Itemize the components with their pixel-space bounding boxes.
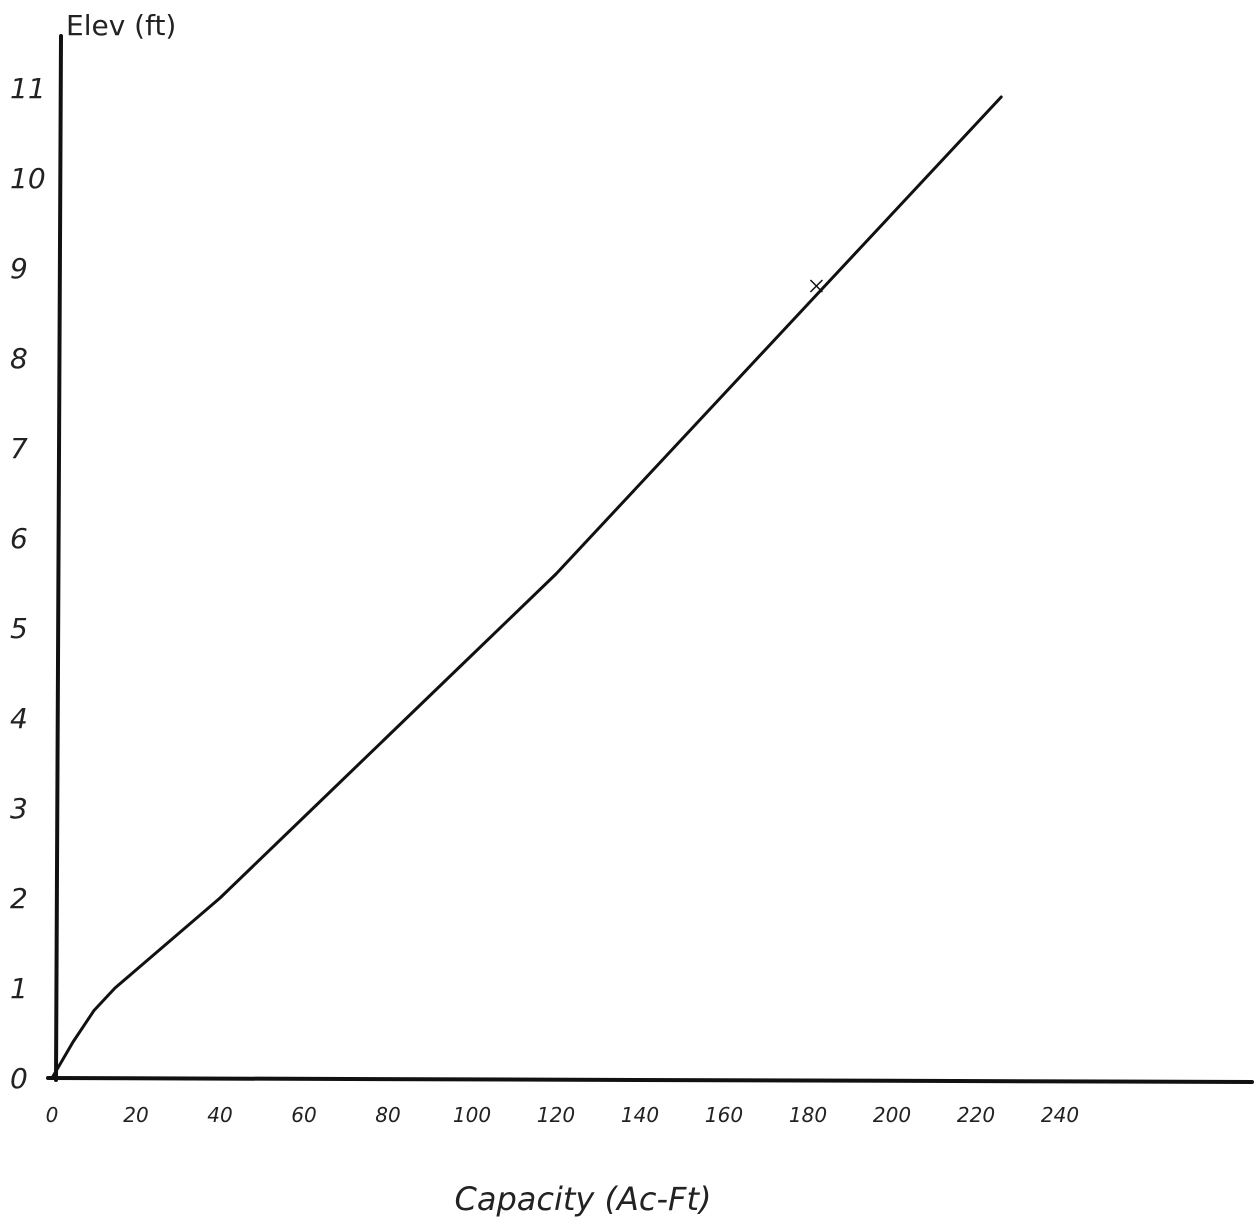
y-axis-title: Elev (ft) [66, 9, 176, 42]
x-tick-label: 180 [789, 1103, 827, 1127]
y-tick-label: 6 [10, 522, 28, 555]
y-tick-label: 8 [10, 342, 28, 375]
y-axis-line [54, 34, 63, 1082]
y-tick-label: 1 [10, 972, 28, 1005]
x-tick-label: 200 [873, 1103, 911, 1127]
y-tick-label: 0 [10, 1062, 28, 1095]
y-tick-label: 9 [10, 252, 28, 285]
x-tick-label: 60 [291, 1103, 316, 1127]
x-tick-label: 40 [207, 1103, 232, 1127]
y-tick-label: 3 [10, 792, 28, 825]
x-tick-label: 160 [705, 1103, 743, 1127]
x-tick-label: 20 [123, 1103, 148, 1127]
y-tick-label: 2 [10, 882, 28, 915]
x-tick-label: 80 [375, 1103, 400, 1127]
series-layer [50, 95, 1003, 1080]
x-axis-title: Capacity (Ac-Ft) [455, 1180, 712, 1218]
axes [46, 34, 1254, 1084]
capacity-curve [50, 95, 1003, 1080]
x-tick-label: 100 [453, 1103, 491, 1127]
x-tick-label: 140 [621, 1103, 659, 1127]
x-tick-label: 120 [537, 1103, 575, 1127]
y-tick-label: 7 [10, 432, 28, 465]
x-tick-label: 220 [957, 1103, 995, 1127]
tick-labels: 0 1 2 3 4 5 6 7 8 9 10 11 0 20 40 60 80 100 120 140 160 180 20… [10, 72, 1079, 1127]
x-mark [809, 279, 823, 293]
y-tick-label: 11 [10, 72, 46, 105]
x-tick-label: 240 [1041, 1103, 1079, 1127]
x-tick-label: 0 [46, 1103, 59, 1127]
y-tick-label: 4 [10, 702, 28, 735]
y-tick-label: 10 [10, 162, 46, 195]
x-axis-line [46, 1076, 1254, 1084]
y-tick-label: 5 [10, 612, 28, 645]
